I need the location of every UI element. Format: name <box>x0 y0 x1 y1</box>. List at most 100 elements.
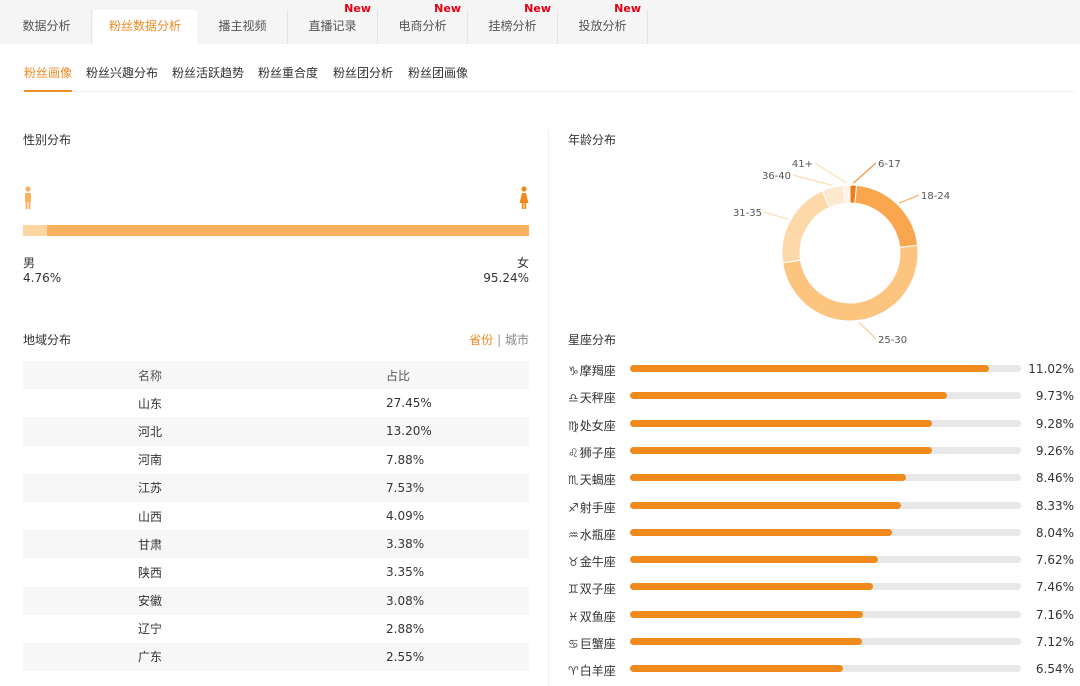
zodiac-bar-track <box>630 392 1021 400</box>
donut-label: 31-35 <box>733 208 762 219</box>
zodiac-symbol-icon: ♏ <box>568 473 579 488</box>
table-row: 河南 7.88% <box>23 446 529 474</box>
top-tab-label: 数据分析 <box>22 19 71 33</box>
zodiac-value: 6.54% <box>1035 662 1074 677</box>
donut-leader-line <box>853 162 877 184</box>
toggle-province[interactable]: 省份 <box>469 333 494 347</box>
sub-tab[interactable]: 粉丝重合度 <box>258 66 319 80</box>
zodiac-bar-track <box>630 583 1021 591</box>
zodiac-row: ♍处女座 9.28% <box>568 411 1080 438</box>
zodiac-bar-track <box>630 556 1021 564</box>
sub-tab[interactable]: 粉丝活跃趋势 <box>172 66 245 80</box>
zodiac-row: ♐射手座 8.33% <box>568 493 1080 520</box>
top-tab[interactable]: 数据分析 <box>2 10 92 44</box>
zodiac-label: ♏天蝎座 <box>568 471 616 488</box>
table-row: 江苏 7.53% <box>23 473 529 502</box>
zodiac-symbol-icon: ♉ <box>568 555 579 570</box>
zodiac-bar <box>630 419 933 427</box>
female-icon <box>519 186 529 209</box>
top-tab[interactable]: 粉丝数据分析 <box>93 10 197 44</box>
zodiac-label: ♎天秤座 <box>568 389 616 406</box>
top-tab[interactable]: 直播记录 New <box>288 3 378 44</box>
top-tab-bar: 数据分析 粉丝数据分析 播主视频 直播记录 New 电商分析 New 挂榜分析 New 投放分析 N… <box>0 0 1080 44</box>
region-share: 2.88% <box>386 621 425 636</box>
region-share: 7.88% <box>386 452 425 467</box>
zodiac-row: ♒水瓶座 8.04% <box>568 520 1080 547</box>
zodiac-value: 9.26% <box>1035 443 1074 458</box>
sub-tab[interactable]: 粉丝画像 <box>24 64 73 92</box>
donut-label: 41+ <box>792 159 813 170</box>
region-name: 陕西 <box>138 565 163 580</box>
toggle-city[interactable]: 城市 <box>504 333 529 347</box>
zodiac-value: 8.46% <box>1035 471 1074 486</box>
donut-slice <box>854 184 919 248</box>
zodiac-name: 水瓶座 <box>579 527 616 542</box>
sub-tab[interactable]: 粉丝团画像 <box>408 66 469 80</box>
zodiac-name: 天蝎座 <box>579 473 616 488</box>
zodiac-name: 摩羯座 <box>579 364 616 378</box>
top-tab-label: 投放分析 <box>578 19 627 33</box>
column-divider <box>548 130 549 686</box>
region-name: 山东 <box>138 396 163 411</box>
zodiac-bar-track <box>630 474 1021 482</box>
donut-slice <box>842 184 851 204</box>
region-share: 3.35% <box>386 565 425 580</box>
zodiac-label: ♉金牛座 <box>568 553 616 570</box>
zodiac-name: 射手座 <box>579 500 616 515</box>
top-tab-label: 直播记录 <box>308 19 357 33</box>
new-badge: New <box>344 2 371 15</box>
zodiac-label: ♌狮子座 <box>568 444 616 461</box>
gender-bar <box>23 225 529 236</box>
zodiac-name: 白羊座 <box>579 664 616 679</box>
zodiac-symbol-icon: ♊ <box>568 582 579 597</box>
zodiac-bar <box>630 365 990 372</box>
zodiac-value: 8.33% <box>1035 498 1074 513</box>
top-tab-label: 粉丝数据分析 <box>108 19 181 33</box>
top-tab[interactable]: 电商分析 New <box>378 3 468 44</box>
region-title: 地域分布 <box>23 333 72 347</box>
table-row: 辽宁 2.88% <box>23 615 529 643</box>
donut-leader-line <box>858 322 877 340</box>
zodiac-name: 金牛座 <box>579 555 616 570</box>
gender-bar-male-segment <box>23 225 48 236</box>
zodiac-label: ♍处女座 <box>568 417 616 434</box>
table-row: 陕西 3.35% <box>23 558 529 586</box>
zodiac-bar <box>630 665 844 673</box>
region-share: 3.08% <box>386 593 425 608</box>
zodiac-title: 星座分布 <box>568 333 617 347</box>
zodiac-row: ♈白羊座 6.54% <box>568 656 1080 683</box>
zodiac-symbol-icon: ♒ <box>568 527 579 542</box>
zodiac-value: 8.04% <box>1035 525 1074 540</box>
zodiac-bar <box>630 501 902 509</box>
zodiac-bar <box>630 474 906 482</box>
top-tab[interactable]: 播主视频 <box>198 10 288 44</box>
zodiac-name: 狮子座 <box>579 445 616 460</box>
zodiac-symbol-icon: ♑ <box>568 364 579 378</box>
zodiac-bar <box>630 610 864 618</box>
top-tab-label: 播主视频 <box>218 19 267 33</box>
zodiac-value: 7.12% <box>1035 635 1074 649</box>
zodiac-row: ♊双子座 7.46% <box>568 574 1080 601</box>
zodiac-bar <box>630 392 948 400</box>
male-value: 4.76% <box>23 271 62 285</box>
sub-tab[interactable]: 粉丝兴趣分布 <box>86 66 159 80</box>
zodiac-value: 7.62% <box>1035 553 1074 568</box>
region-share: 3.38% <box>386 537 425 552</box>
zodiac-label: ♋巨蟹座 <box>568 635 616 652</box>
header-share: 占比 <box>386 368 411 383</box>
top-tab-label: 电商分析 <box>398 19 447 33</box>
zodiac-label: ♐射手座 <box>568 499 616 516</box>
header-name: 名称 <box>138 368 163 383</box>
zodiac-bar-track <box>630 610 1021 618</box>
zodiac-label: ♓双鱼座 <box>568 608 616 625</box>
female-label: 女 <box>516 256 529 270</box>
donut-leader-line <box>792 174 833 186</box>
top-tab[interactable]: 投放分析 New <box>558 3 648 44</box>
male-icon <box>25 186 31 209</box>
donut-slice <box>781 190 831 264</box>
zodiac-symbol-icon: ♎ <box>568 391 579 406</box>
zodiac-row: ♓双鱼座 7.16% <box>568 602 1080 629</box>
new-badge: New <box>524 2 551 15</box>
sub-tab[interactable]: 粉丝团分析 <box>333 66 394 80</box>
top-tab[interactable]: 挂榜分析 New <box>468 3 558 44</box>
